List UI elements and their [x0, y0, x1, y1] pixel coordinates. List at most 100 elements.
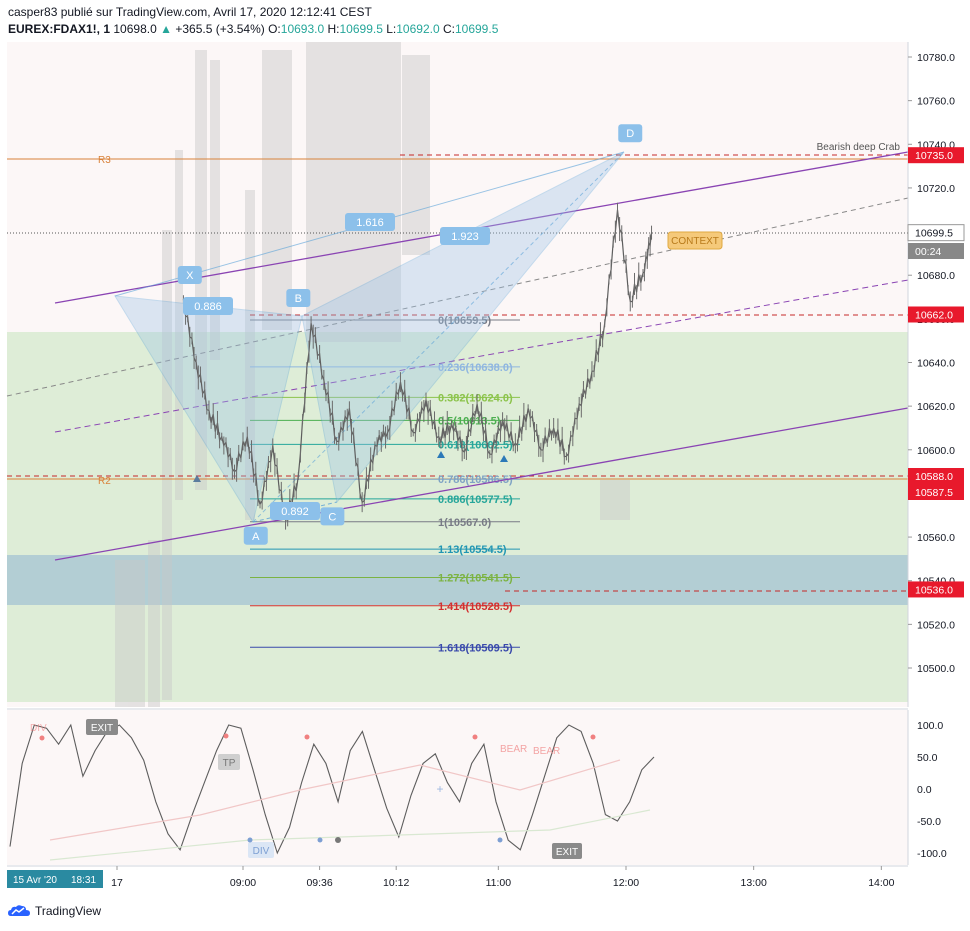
- y-tick-label: 10500.0: [917, 663, 955, 675]
- price-badge: [908, 243, 964, 259]
- high-value: 10699.5: [339, 22, 383, 36]
- oscillator-axis[interactable]: 100.0 50.0 0.0 -50.0 -100.0: [917, 720, 947, 860]
- oscillator-signal-red: [49, 759, 621, 841]
- pattern-point-badge: [177, 266, 202, 285]
- osc-label-bear-1: BEAR: [500, 744, 527, 755]
- trend-dashed: [6, 197, 909, 397]
- low-label: L:: [386, 22, 397, 36]
- up-arrow-icon: ▲: [160, 22, 172, 36]
- plus-icon: +: [436, 782, 443, 796]
- symbol-line: EUREX:FDAX1!, 1 10698.0 ▲ +365.5 (+3.54%…: [8, 22, 498, 36]
- close-value: 10699.5: [454, 22, 499, 36]
- ratio-bd: 1.923: [451, 231, 479, 243]
- price-badge-label: 10662.0: [915, 309, 953, 321]
- osc-tick-label: -50.0: [917, 816, 941, 828]
- x-tick-label: 10:12: [383, 877, 409, 889]
- oscillator-signal-green: [49, 809, 651, 861]
- pattern-point-label: X: [186, 270, 194, 282]
- pattern-point-label: A: [252, 531, 260, 543]
- osc-dot: [590, 734, 596, 740]
- fib-label: 0.886(10577.5): [438, 494, 513, 506]
- brand-name: TradingView: [35, 904, 102, 918]
- y-tick-label: 10520.0: [917, 619, 955, 631]
- marker-triangle: [437, 451, 445, 458]
- osc-tick-label: 0.0: [917, 784, 932, 796]
- osc-label-bear-2: BEAR: [533, 746, 560, 757]
- demand-zone: [7, 332, 908, 702]
- osc-label-exit-1: EXIT: [91, 723, 113, 734]
- x-axis[interactable]: 17 09:00 09:36 10:12 11:00 12:00 13:00 14:00: [111, 866, 895, 889]
- y-tick-label: 10680.0: [917, 270, 955, 282]
- price-badge: [908, 468, 964, 484]
- fib-label: 1.13(10554.5): [438, 544, 507, 556]
- fib-label: 1.414(10528.5): [438, 601, 513, 613]
- pattern-point-label: D: [626, 128, 634, 140]
- date-badge-time: 18:31: [71, 875, 96, 886]
- osc-tick-label: 50.0: [917, 752, 938, 764]
- target-zone: [7, 555, 908, 605]
- pattern-point-badge: [243, 526, 268, 545]
- ratio-ac: 0.892: [281, 506, 309, 518]
- x-tick-label: 09:00: [230, 877, 256, 889]
- pattern-point-badge: [320, 507, 345, 526]
- price-badge: [908, 147, 964, 164]
- osc-dot: [223, 733, 229, 739]
- ratio-xd: 1.616: [356, 217, 384, 229]
- price-badge-label: 10587.5: [915, 487, 953, 499]
- osc-tick-label: 100.0: [917, 720, 943, 732]
- osc-label-tp: TP: [223, 758, 236, 769]
- x-tick-label: 11:00: [486, 877, 512, 889]
- price-badge-label: 10735.0: [915, 150, 953, 162]
- price-wicks: [182, 202, 653, 530]
- close-label: C:: [442, 22, 455, 36]
- osc-dot: [247, 837, 253, 843]
- pattern-point-badge: [286, 288, 311, 307]
- fib-label: 0.382(10624.0): [438, 392, 513, 404]
- price-badges: 10735.0 10699.5 00:24 10662.0 10588.0 10587.5…: [907, 147, 965, 598]
- pattern-point-label: B: [295, 293, 302, 305]
- fib-label: 0.786(10586.5): [438, 474, 513, 486]
- high-label: H:: [327, 22, 340, 36]
- publish-line: casper83 publié sur TradingView.com, Avr…: [8, 5, 372, 19]
- osc-label-div-1: DIV: [30, 723, 47, 734]
- context-label: CONTEXT: [671, 236, 719, 247]
- marker-triangle: [500, 455, 508, 462]
- fib-label: 1.618(10509.5): [438, 642, 513, 654]
- pattern-point-label: C: [328, 511, 336, 523]
- y-tick-label: 10760.0: [917, 96, 955, 108]
- tradingview-logo[interactable]: TradingView: [8, 904, 101, 918]
- y-tick-label: 10640.0: [917, 358, 955, 370]
- price-badge: [908, 484, 964, 500]
- y-tick-label: 10560.0: [917, 532, 955, 544]
- price-badge: [907, 224, 965, 242]
- chart[interactable]: R3 R2 0(10659.5)0.236(10638.0)0.382(1062…: [0, 0, 970, 900]
- change: +365.5 (+3.54%): [175, 22, 265, 36]
- price-badge: [908, 581, 964, 598]
- price-badge-label: 10588.0: [915, 471, 953, 483]
- price-badge-label: 10536.0: [915, 584, 953, 596]
- last-price: 10698.0: [113, 22, 157, 36]
- pattern-point-badge: [618, 124, 643, 143]
- price-badge-label: 10699.5: [915, 228, 953, 240]
- pattern-points: X A B C D: [177, 124, 643, 545]
- fib-retracement: 0(10659.5)0.236(10638.0)0.382(10624.0)0.…: [250, 315, 520, 654]
- y-tick-label: 10620.0: [917, 401, 955, 413]
- channel-mid: [54, 279, 909, 433]
- channel-lower: [54, 407, 909, 561]
- price-badge: [908, 306, 964, 323]
- date-badge-date: 15 Avr '20: [13, 875, 57, 886]
- x-tick-label: 14:00: [868, 877, 894, 889]
- date-badge: [7, 870, 103, 888]
- oscillator-pane[interactable]: [7, 710, 908, 865]
- ratio-labels: 0.886 1.616 0.892 1.923: [183, 213, 490, 520]
- pattern-name: Bearish deep Crab: [817, 142, 901, 153]
- background-profile: [115, 42, 630, 707]
- y-tick-label: 10780.0: [917, 52, 955, 64]
- fib-label: 0.236(10638.0): [438, 362, 513, 374]
- oscillator-labels: DIV EXIT TP DIV BEAR BEAR EXIT +: [30, 719, 596, 859]
- x-tick-label: 13:00: [741, 877, 767, 889]
- tradingview-cloud-icon: [8, 905, 30, 916]
- context-badge: [667, 231, 723, 250]
- osc-tick-label: -100.0: [917, 848, 947, 860]
- r3-label: R3: [98, 155, 111, 166]
